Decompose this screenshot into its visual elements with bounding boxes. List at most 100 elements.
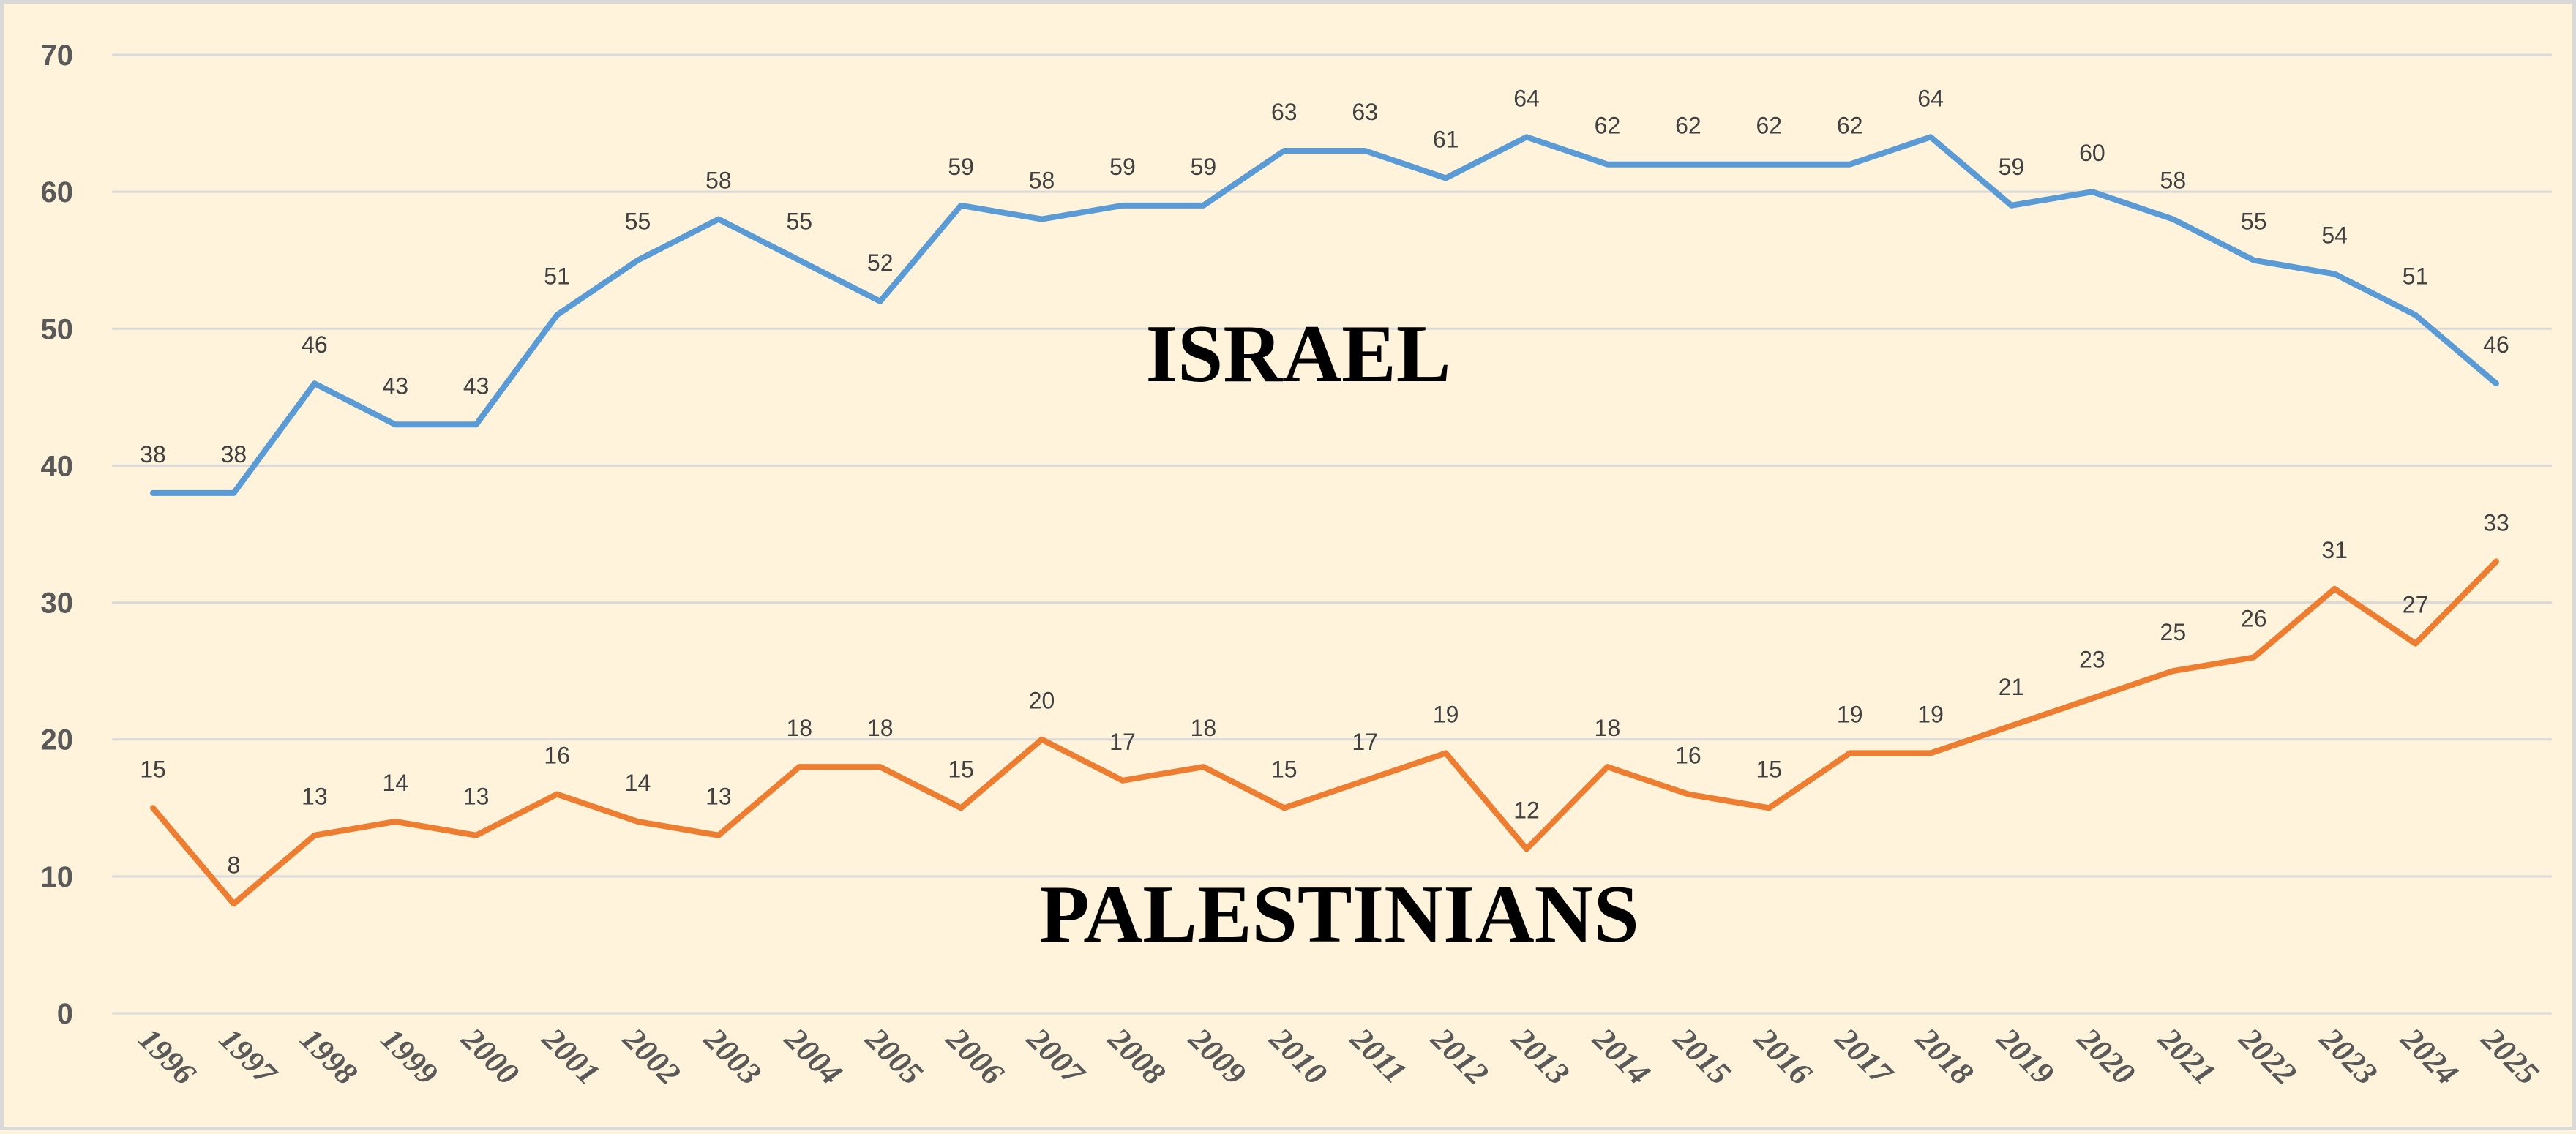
- x-tick-label: 2000: [454, 1021, 526, 1092]
- x-tick-label: 2006: [939, 1021, 1011, 1092]
- palestinians-annotation: PALESTINIANS: [1039, 869, 1639, 960]
- series-line-palestinians: [150, 558, 2499, 907]
- data-label: 63: [1352, 99, 1378, 125]
- x-tick-label: 1996: [132, 1021, 203, 1092]
- y-tick-label: 20: [41, 724, 74, 756]
- data-label: 58: [2160, 168, 2187, 194]
- y-tick-label: 70: [41, 40, 74, 72]
- y-tick-label: 30: [41, 587, 74, 620]
- data-label: 55: [625, 209, 651, 235]
- y-tick-label: 10: [41, 861, 74, 893]
- data-label: 8: [228, 852, 241, 878]
- data-label: 14: [625, 770, 651, 796]
- data-label: 33: [2483, 509, 2509, 536]
- data-label: 23: [2079, 647, 2105, 673]
- x-tick-label: 2001: [535, 1021, 607, 1092]
- x-tick-label: 2013: [1505, 1021, 1576, 1092]
- data-label: 64: [1917, 85, 1944, 111]
- data-label: 64: [1513, 85, 1540, 111]
- data-label: 19: [1917, 701, 1944, 727]
- data-label: 59: [1191, 154, 1217, 180]
- data-label: 38: [221, 441, 247, 468]
- data-label: 26: [2241, 605, 2267, 631]
- data-label: 58: [705, 168, 732, 194]
- data-label: 46: [302, 331, 328, 358]
- x-tick-label: 2005: [858, 1021, 930, 1092]
- data-label: 25: [2160, 619, 2187, 645]
- data-label: 27: [2403, 592, 2429, 618]
- data-label: 62: [1837, 113, 1863, 139]
- data-label: 13: [705, 784, 732, 810]
- data-label: 38: [140, 441, 166, 468]
- x-tick-label: 2020: [2070, 1021, 2142, 1092]
- chart-canvas: 0 10 20 30 40 50 60 70 1996 1997 1998 1999 2000 2001…: [41, 40, 2552, 1093]
- data-label: 18: [1191, 715, 1217, 741]
- x-tick-label: 1997: [212, 1021, 284, 1092]
- x-tick-label: 2021: [2152, 1021, 2223, 1092]
- x-tick-label: 2003: [697, 1021, 768, 1092]
- data-label: 59: [948, 154, 974, 180]
- data-label: 17: [1352, 729, 1378, 755]
- x-tick-label: 2015: [1666, 1021, 1738, 1092]
- israel-annotation: ISRAEL: [1145, 309, 1450, 399]
- data-label: 15: [1756, 756, 1782, 782]
- data-label: 58: [1029, 168, 1055, 194]
- x-tick-label: 2007: [1020, 1021, 1093, 1093]
- y-tick-label: 60: [41, 176, 74, 209]
- data-label: 19: [1837, 701, 1863, 727]
- data-label: 15: [140, 756, 166, 782]
- x-tick-label: 2002: [616, 1021, 688, 1092]
- x-tick-label: 2011: [1343, 1021, 1413, 1091]
- x-tick-label: 2012: [1424, 1021, 1496, 1092]
- x-tick-label: 1998: [293, 1021, 364, 1092]
- x-tick-label: 2017: [1828, 1021, 1901, 1093]
- data-label: 15: [948, 756, 974, 782]
- data-label: 15: [1271, 756, 1298, 782]
- data-label: 54: [2321, 222, 2348, 248]
- x-tick-label: 2004: [778, 1021, 850, 1092]
- data-label: 18: [867, 715, 894, 741]
- y-tick-label: 50: [41, 313, 74, 345]
- x-tick-label: 2024: [2394, 1021, 2465, 1092]
- data-label: 13: [463, 784, 490, 810]
- data-label: 18: [1595, 715, 1621, 741]
- data-label: 12: [1513, 797, 1540, 823]
- data-label: 51: [2403, 263, 2429, 290]
- data-label: 16: [1675, 743, 1701, 769]
- data-label: 51: [544, 263, 570, 290]
- x-tick-label: 2009: [1182, 1021, 1254, 1092]
- data-label: 60: [2079, 140, 2105, 166]
- data-label: 61: [1433, 126, 1459, 152]
- data-label: 52: [867, 249, 894, 276]
- x-tick-label: 2008: [1101, 1021, 1172, 1092]
- data-label: 55: [2241, 209, 2267, 235]
- data-label: 63: [1271, 99, 1298, 125]
- data-label: 20: [1029, 688, 1055, 714]
- x-tick-label: 1999: [374, 1021, 445, 1092]
- x-tick-label: 2016: [1747, 1021, 1819, 1092]
- y-tick-label: 40: [41, 450, 74, 482]
- x-tick-label: 2023: [2313, 1021, 2384, 1092]
- data-label: 21: [1999, 674, 2025, 700]
- data-label: 62: [1675, 113, 1701, 139]
- data-label: 62: [1756, 113, 1782, 139]
- data-label: 14: [382, 770, 408, 796]
- data-label: 59: [1109, 154, 1136, 180]
- data-label: 18: [787, 715, 813, 741]
- x-tick-label: 2022: [2232, 1021, 2304, 1092]
- data-label: 19: [1433, 701, 1459, 727]
- data-label: 17: [1109, 729, 1136, 755]
- data-label: 43: [463, 372, 490, 399]
- data-label: 46: [2483, 331, 2509, 358]
- series-line-israel: [150, 134, 2499, 496]
- data-label: 43: [382, 372, 408, 399]
- data-label: 59: [1999, 154, 2025, 180]
- y-tick-label: 0: [57, 998, 73, 1030]
- data-label: 16: [544, 743, 570, 769]
- data-label: 13: [302, 784, 328, 810]
- data-label: 31: [2321, 537, 2348, 563]
- x-tick-label: 2025: [2474, 1021, 2546, 1092]
- x-tick-label: 2010: [1262, 1021, 1334, 1092]
- data-label: 62: [1595, 113, 1621, 139]
